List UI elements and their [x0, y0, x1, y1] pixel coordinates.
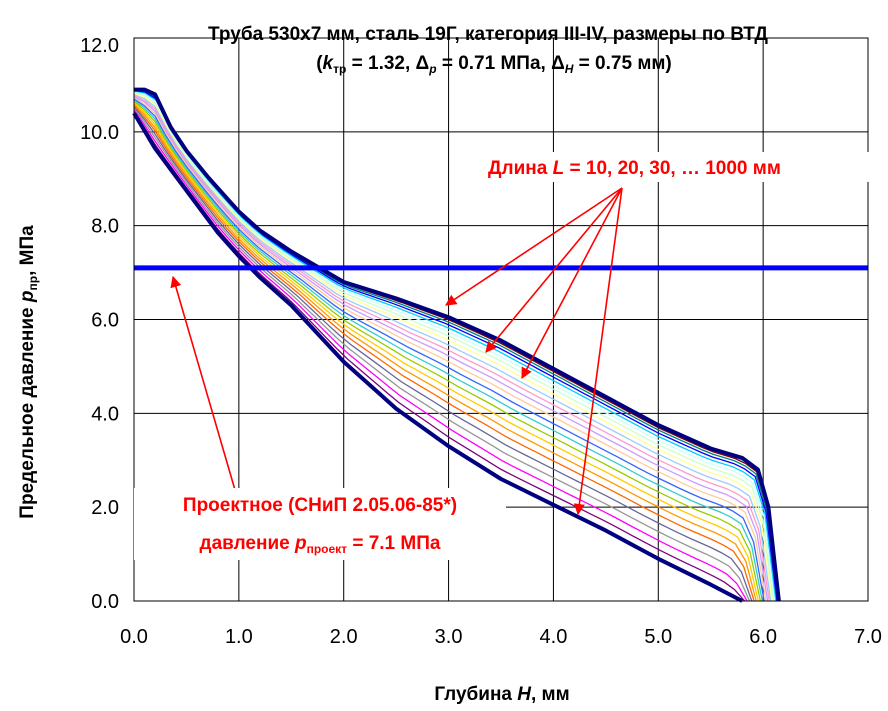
envelope-curves	[132, 87, 781, 603]
x-tick-label: 4.0	[540, 626, 568, 648]
series-line	[133, 99, 763, 602]
x-tick-label: 7.0	[854, 626, 882, 648]
y-tick-label: 12.0	[80, 35, 119, 57]
chart-title-line1: Труба 530x7 мм, сталь 19Г, категория III…	[208, 24, 768, 45]
arrow-to-curve-2	[485, 187, 623, 353]
design-annotation-line2: давление pпроект = 7.1 МПа	[200, 533, 441, 556]
y-tick-labels: 0.0 2.0 4.0 6.0 8.0 10.0 12.0	[80, 35, 119, 613]
upper-envelope-line	[134, 87, 781, 602]
lower-envelope-line	[132, 112, 744, 603]
series-line	[133, 90, 778, 602]
y-tick-label: 0.0	[91, 591, 119, 613]
y-tick-label: 6.0	[91, 310, 119, 332]
series-line	[133, 95, 770, 602]
x-tick-label: 2.0	[330, 626, 358, 648]
series-line	[133, 102, 759, 602]
length-annotation-text: Длина L = 10, 20, 30, … 1000 мм	[488, 158, 781, 179]
x-tick-labels: 0.0 1.0 2.0 3.0 4.0 5.0 6.0 7.0	[120, 626, 882, 648]
series-line	[133, 105, 755, 602]
design-annotation: Проектное (СНиП 2.05.06-85*) давление pп…	[134, 488, 506, 560]
arrow-to-curve-3	[521, 187, 623, 379]
series-line	[133, 96, 769, 602]
series-line	[133, 92, 775, 602]
series-line	[133, 111, 746, 602]
arrow-to-design-line	[170, 275, 236, 491]
y-tick-label: 2.0	[91, 497, 119, 519]
series-line	[133, 100, 762, 602]
series-line	[133, 108, 751, 602]
x-tick-label: 1.0	[225, 626, 253, 648]
length-annotation: Длина L = 10, 20, 30, … 1000 мм	[482, 152, 876, 182]
series-line	[133, 97, 767, 602]
length-annotation-arrows	[170, 187, 623, 516]
series-line	[133, 109, 748, 602]
arrow-to-curve-1	[445, 187, 623, 306]
series-line	[133, 106, 753, 602]
series-line	[133, 91, 776, 602]
series-line	[133, 98, 765, 602]
y-tick-label: 8.0	[91, 216, 119, 238]
series-line	[133, 94, 772, 602]
chart-title-line2: (kтр = 1.32, Δp = 0.71 МПа, ΔH = 0.75 мм…	[316, 53, 672, 76]
arrow-to-curve-4	[573, 187, 623, 516]
y-tick-label: 10.0	[80, 122, 119, 144]
x-tick-label: 3.0	[435, 626, 463, 648]
y-axis-label: Предельное давление pпр, МПа	[17, 225, 40, 519]
series-line	[133, 93, 773, 602]
x-tick-label: 0.0	[120, 626, 148, 648]
series-line	[133, 90, 777, 602]
x-tick-label: 5.0	[644, 626, 672, 648]
design-annotation-line1: Проектное (СНиП 2.05.06-85*)	[183, 495, 457, 516]
plot-frame	[133, 37, 869, 602]
y-tick-label: 4.0	[91, 403, 119, 425]
series-line	[133, 103, 757, 602]
x-tick-label: 6.0	[749, 626, 777, 648]
x-axis-label: Глубина H, мм	[434, 684, 569, 705]
